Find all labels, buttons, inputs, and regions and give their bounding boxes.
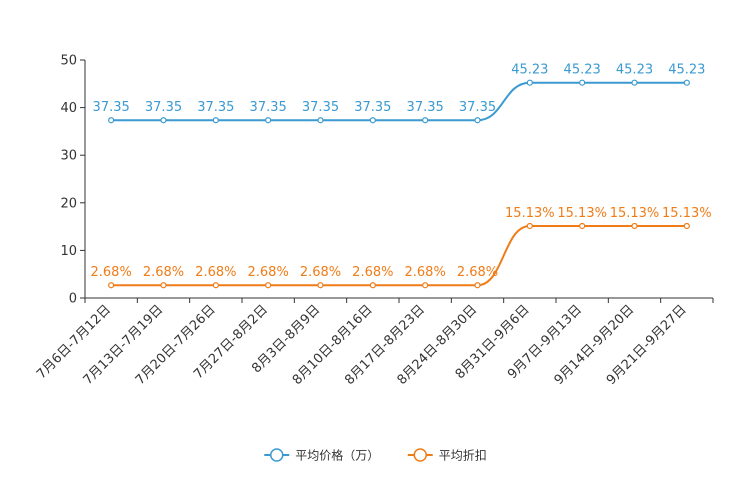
data-point <box>422 282 429 289</box>
data-label: 37.35 <box>459 100 496 115</box>
y-tick-label-30: 30 <box>60 149 77 164</box>
data-label: 2.68% <box>352 265 393 280</box>
data-label: 37.35 <box>407 100 444 115</box>
data-point <box>579 79 586 86</box>
data-point <box>212 117 219 124</box>
data-label: 15.13% <box>662 206 712 221</box>
data-label: 37.35 <box>302 100 339 115</box>
data-label: 45.23 <box>616 63 653 78</box>
data-label: 37.35 <box>354 100 391 115</box>
legend-marker-0 <box>270 448 284 462</box>
data-point <box>579 222 586 230</box>
data-label: 2.68% <box>405 265 446 280</box>
data-label: 37.35 <box>197 100 234 115</box>
data-point <box>526 222 533 230</box>
data-point <box>160 282 167 289</box>
data-point <box>265 117 272 124</box>
data-label: 37.35 <box>250 100 287 115</box>
data-label: 15.13% <box>505 206 555 221</box>
data-point <box>474 117 481 124</box>
data-point <box>317 117 324 124</box>
data-label: 45.23 <box>668 63 705 78</box>
data-point <box>265 282 272 289</box>
data-point <box>369 282 376 289</box>
data-label: 45.23 <box>511 63 548 78</box>
y-tick-label-0: 0 <box>69 292 77 307</box>
data-point <box>108 117 115 124</box>
data-label: 2.68% <box>91 265 132 280</box>
data-point <box>474 282 481 289</box>
data-label: 45.23 <box>564 63 601 78</box>
data-point <box>683 79 690 86</box>
data-label: 37.35 <box>93 100 130 115</box>
y-tick-label-10: 10 <box>60 244 77 259</box>
data-point <box>212 282 219 289</box>
legend-marker-1 <box>413 448 427 462</box>
data-point <box>108 282 115 289</box>
data-label: 15.13% <box>610 206 660 221</box>
legend-label-0: 平均价格（万） <box>295 448 379 463</box>
data-label: 37.35 <box>145 100 182 115</box>
data-label: 2.68% <box>457 265 498 280</box>
y-tick-label-50: 50 <box>60 54 77 69</box>
data-label: 2.68% <box>143 265 184 280</box>
y-tick-label-20: 20 <box>60 196 77 211</box>
data-point <box>160 117 167 124</box>
data-point <box>422 117 429 124</box>
data-point <box>683 222 690 230</box>
data-label: 2.68% <box>300 265 341 280</box>
data-point <box>631 79 638 86</box>
data-point <box>317 282 324 289</box>
data-point <box>526 79 533 86</box>
legend-label-1: 平均折扣 <box>439 448 487 463</box>
y-tick-label-40: 40 <box>60 101 77 116</box>
data-label: 2.68% <box>248 265 289 280</box>
data-point <box>631 222 638 230</box>
data-label: 2.68% <box>195 265 236 280</box>
data-label: 15.13% <box>557 206 607 221</box>
data-point <box>369 117 376 124</box>
